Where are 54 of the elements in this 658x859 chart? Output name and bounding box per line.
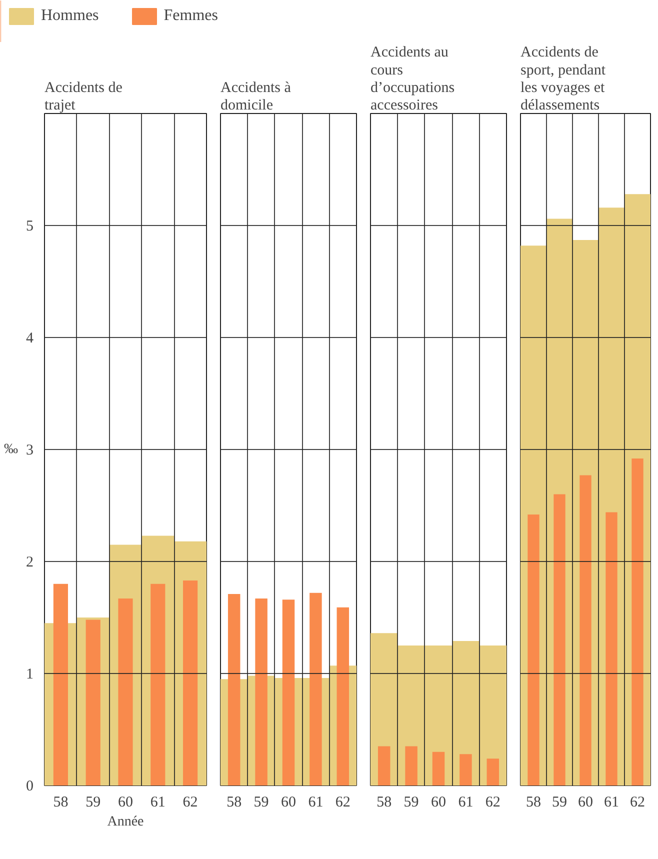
bar: [336, 607, 350, 786]
bar: [310, 592, 322, 786]
x-tick-label: 58: [526, 794, 541, 810]
bar: [460, 754, 472, 786]
y-axis-title: ‰: [4, 442, 18, 457]
bar: [554, 494, 566, 786]
x-tick-label: 62: [335, 794, 350, 810]
bar: [632, 458, 644, 786]
bar: [528, 514, 540, 786]
bar: [86, 620, 100, 786]
y-tick-label: 4: [26, 330, 34, 346]
x-tick-label: 59: [552, 794, 567, 810]
x-tick-label: 60: [281, 794, 296, 810]
bar: [606, 512, 618, 786]
x-tick-label: 61: [308, 794, 324, 810]
bar: [255, 598, 268, 786]
legend-label: Femmes: [164, 7, 218, 25]
chart-title: Accidents au cours d’occupations accessoires: [370, 44, 455, 114]
x-tick-label: 60: [431, 794, 446, 810]
x-tick-label: 61: [604, 794, 619, 810]
chart-title: Accidents à domicile: [220, 80, 292, 114]
bar: [378, 746, 390, 786]
y-tick-label: 0: [26, 778, 34, 794]
legend-label: Hommes: [41, 7, 99, 25]
x-tick-label: 61: [150, 794, 166, 810]
bar: [580, 475, 592, 786]
bar: [183, 580, 198, 786]
x-tick-label: 62: [630, 794, 645, 810]
x-tick-label: 59: [404, 794, 419, 810]
bar: [486, 758, 500, 786]
bar: [282, 600, 295, 786]
bar: [405, 746, 418, 786]
chart-title: Accidents de trajet: [44, 80, 123, 114]
x-tick-label: 58: [376, 794, 392, 810]
bar: [228, 594, 240, 786]
x-tick-label: 60: [578, 794, 593, 810]
y-tick-label: 3: [26, 442, 34, 458]
chart-title: Accidents de sport, pendant les voyages et délassements: [520, 44, 606, 114]
bar: [118, 598, 133, 786]
y-tick-label: 1: [26, 666, 34, 682]
bar: [53, 584, 68, 786]
y-tick-label: 2: [26, 554, 34, 570]
x-tick-label: 59: [254, 794, 269, 810]
x-tick-label: 61: [458, 794, 474, 810]
x-tick-label: 58: [53, 794, 68, 810]
x-tick-label: 60: [118, 794, 133, 810]
x-axis-title: Année: [107, 814, 144, 830]
x-tick-label: 58: [226, 794, 242, 810]
bar: [432, 752, 445, 786]
x-tick-label: 62: [485, 794, 500, 810]
x-tick-label: 62: [182, 794, 198, 810]
y-tick-label: 5: [26, 218, 34, 234]
bar: [150, 584, 166, 786]
x-tick-label: 59: [86, 794, 101, 810]
